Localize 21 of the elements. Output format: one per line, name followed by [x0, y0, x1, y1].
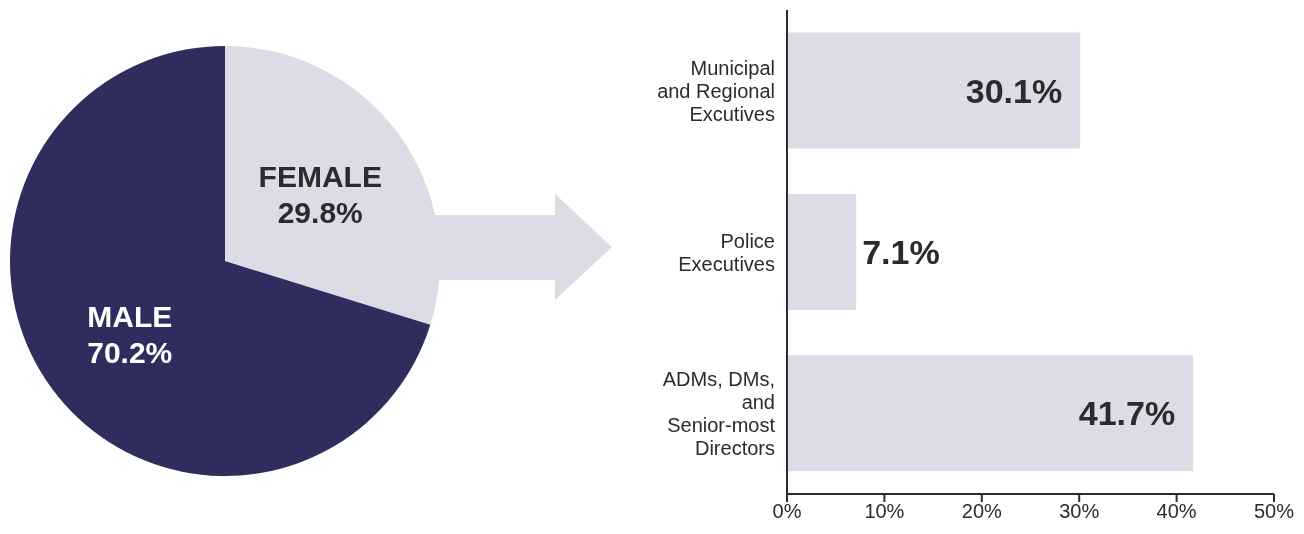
x-tick-label: 0%	[772, 500, 802, 523]
data-label: 70.2%	[87, 336, 173, 370]
pie-slice	[10, 46, 431, 476]
x-tick-label: 20%	[961, 500, 1003, 523]
x-tick-label: 40%	[1156, 500, 1197, 523]
x-tick-label: 50%	[1253, 500, 1295, 523]
data-label: 41.7%	[1078, 394, 1176, 433]
bar	[787, 355, 1194, 472]
bar	[787, 32, 1081, 149]
data-label: 7.1%	[862, 232, 940, 271]
pie-slice	[225, 46, 440, 325]
y-tick-label: Police Executives	[678, 229, 775, 275]
y-tick-label: Municipal and Regional Excutives	[657, 56, 775, 125]
data-label: 29.8%	[277, 195, 363, 229]
bar	[787, 193, 857, 310]
data-label: 30.1%	[965, 71, 1063, 110]
x-tick-label: 30%	[1059, 500, 1100, 523]
y-tick-label: ADMs, DMs, and Senior-most Directors	[662, 367, 776, 459]
slice-label: FEMALE	[258, 159, 382, 193]
x-tick-label: 10%	[864, 500, 905, 523]
slice-label: MALE	[87, 300, 173, 334]
